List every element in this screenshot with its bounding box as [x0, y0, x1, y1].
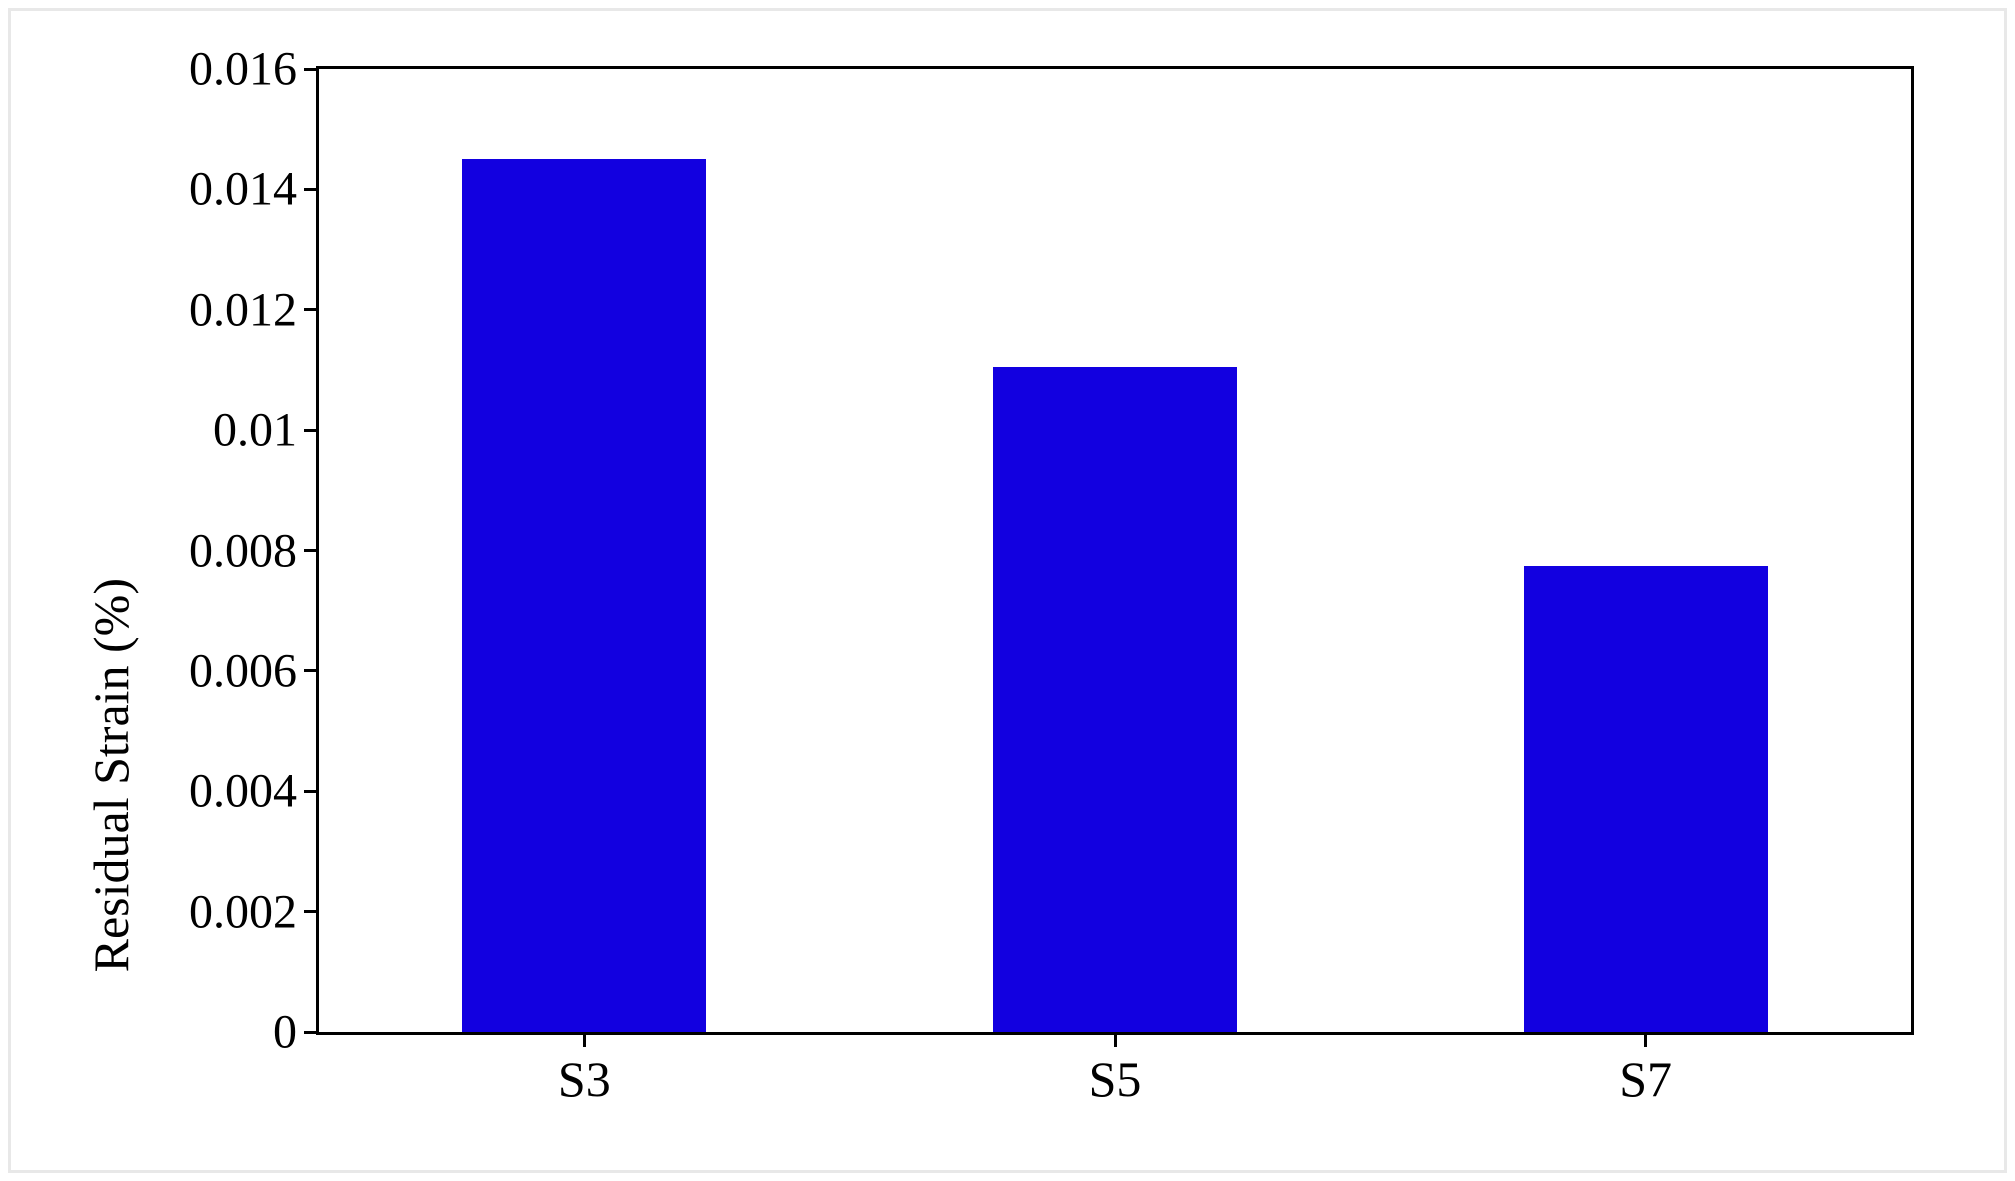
- y-tick: [304, 68, 319, 71]
- y-tick: [304, 429, 319, 432]
- y-tick-label: 0.002: [189, 884, 297, 939]
- y-tick-label: 0.006: [189, 643, 297, 698]
- x-tick-label: S7: [1619, 1050, 1672, 1108]
- y-tick-label: 0.01: [213, 403, 297, 458]
- bar: [462, 159, 706, 1032]
- chart-frame: Residual Strain (%) 00.0020.0040.0060.00…: [8, 8, 2007, 1173]
- y-tick: [304, 910, 319, 913]
- y-tick: [304, 1031, 319, 1034]
- y-tick: [304, 549, 319, 552]
- y-tick: [304, 669, 319, 672]
- x-tick: [583, 1032, 586, 1047]
- y-tick-label: 0.016: [189, 42, 297, 97]
- chart-container: Residual Strain (%) 00.0020.0040.0060.00…: [121, 46, 1974, 1110]
- y-axis-label: Residual Strain (%): [82, 578, 140, 972]
- y-tick-label: 0.008: [189, 523, 297, 578]
- x-tick: [1114, 1032, 1117, 1047]
- y-tick: [304, 790, 319, 793]
- x-tick-label: S3: [558, 1050, 611, 1108]
- plot-area: 00.0020.0040.0060.0080.010.0120.0140.016…: [316, 66, 1914, 1035]
- y-tick-label: 0.014: [189, 162, 297, 217]
- y-tick-label: 0: [273, 1005, 297, 1060]
- y-tick: [304, 188, 319, 191]
- x-tick-label: S5: [1089, 1050, 1142, 1108]
- y-tick: [304, 308, 319, 311]
- x-tick: [1644, 1032, 1647, 1047]
- bar: [993, 367, 1237, 1032]
- y-tick-label: 0.012: [189, 282, 297, 337]
- y-tick-label: 0.004: [189, 764, 297, 819]
- bar: [1524, 566, 1768, 1032]
